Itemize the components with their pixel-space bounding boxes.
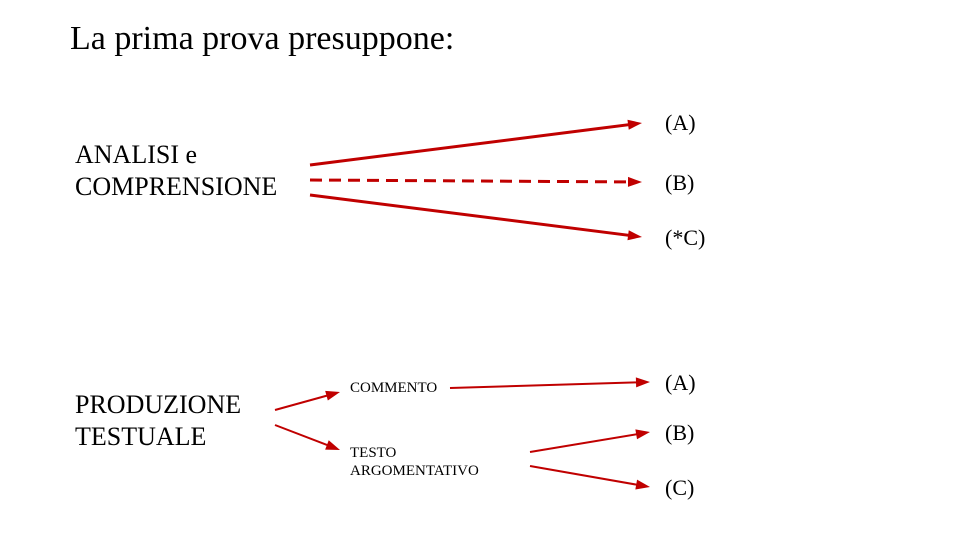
arrow-line-a1	[310, 124, 634, 165]
arrow-head-a1	[627, 120, 642, 130]
arrow-line-p1	[275, 394, 332, 410]
node-testo-line2: ARGOMENTATIVO	[350, 463, 479, 480]
arrow-line-m1	[450, 382, 642, 388]
arrow-line-a2	[310, 180, 634, 182]
slide-stage: La prima prova presuppone: ANALISI e COM…	[0, 0, 960, 540]
node-analisi-line2: COMPRENSIONE	[75, 172, 277, 202]
slide-title: La prima prova presuppone:	[70, 20, 454, 58]
arrow-head-m1	[636, 377, 650, 387]
arrow-head-p2	[325, 440, 340, 450]
arrow-line-t1	[530, 433, 642, 452]
node-commento: COMMENTO	[350, 380, 437, 397]
arrow-line-a3	[310, 195, 634, 236]
node-analisi-line1: ANALISI e	[75, 140, 197, 170]
label-a-2: (A)	[665, 370, 696, 396]
node-produzione-line1: PRODUZIONE	[75, 390, 241, 420]
label-c-1: (*C)	[665, 225, 705, 251]
label-b-1: (B)	[665, 170, 694, 196]
arrow-line-t2	[530, 466, 642, 486]
arrows-layer	[0, 0, 960, 540]
arrow-head-a3	[627, 230, 642, 240]
label-a-1: (A)	[665, 110, 696, 136]
node-produzione-line2: TESTUALE	[75, 422, 206, 452]
label-c-2: (C)	[665, 475, 694, 501]
arrow-head-t2	[635, 480, 650, 490]
arrow-line-p2	[275, 425, 332, 447]
arrow-head-a2	[628, 177, 642, 187]
label-b-2: (B)	[665, 420, 694, 446]
arrow-head-t1	[635, 429, 650, 439]
node-testo-line1: TESTO	[350, 445, 396, 462]
arrow-head-p1	[325, 391, 340, 401]
